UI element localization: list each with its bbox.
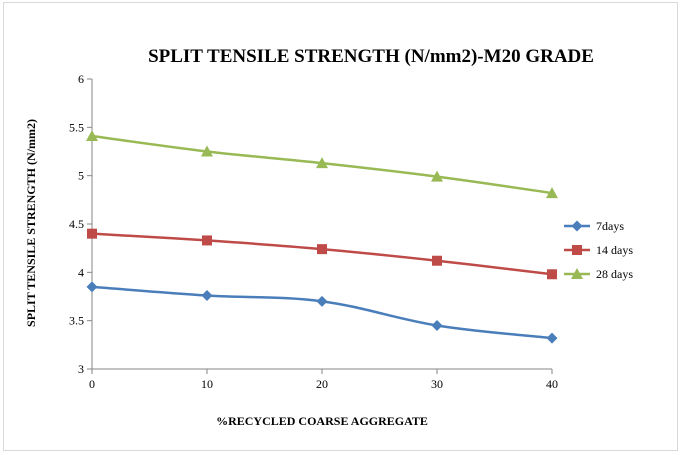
legend-label: 14 days — [596, 243, 633, 257]
data-point-marker — [432, 255, 442, 266]
y-axis-title: SPLIT TENSILE STRENGTH (N/mm2) — [24, 119, 38, 327]
legend-marker — [572, 245, 582, 255]
data-point-marker — [201, 145, 213, 157]
data-point-marker — [431, 320, 443, 331]
series-1 — [87, 228, 557, 280]
y-tick-label: 6 — [78, 72, 84, 86]
data-point-marker — [87, 228, 97, 239]
legend: 7days 14 days 28 days — [564, 219, 633, 281]
legend-entry: 14 days — [564, 243, 633, 257]
data-point-marker — [86, 130, 98, 142]
legend-label: 28 days — [596, 267, 633, 281]
legend-marker — [571, 268, 583, 279]
data-point-marker — [317, 244, 327, 255]
y-tick-label: 3 — [78, 362, 84, 376]
data-point-marker — [431, 170, 443, 182]
series-2 — [86, 130, 558, 199]
data-point-marker — [316, 157, 328, 169]
legend-entry: 28 days — [564, 267, 633, 281]
series-layer — [86, 130, 558, 344]
data-point-marker — [547, 269, 557, 280]
x-tick-label: 20 — [316, 377, 328, 391]
axes-group: 3 3.5 4 4.5 5 5.5 6 0 10 20 30 40 — [69, 72, 558, 391]
legend-label: 7days — [596, 219, 624, 233]
legend-entry: 7days — [564, 219, 624, 233]
data-point-marker — [86, 281, 98, 293]
y-tick-label: 4.5 — [69, 217, 84, 231]
data-point-marker — [546, 332, 558, 344]
y-tick-label: 5.5 — [69, 120, 84, 134]
x-tick-label: 30 — [431, 377, 443, 391]
legend-marker — [571, 220, 583, 232]
series-line — [91, 285, 553, 340]
chart-title: SPLIT TENSILE STRENGTH (N/mm2)-M20 GRADE — [148, 46, 594, 67]
data-point-marker — [201, 290, 213, 302]
data-point-marker — [316, 295, 328, 307]
y-tick-label: 5 — [78, 169, 84, 183]
data-point-marker — [546, 187, 558, 199]
data-point-marker — [202, 235, 212, 246]
series-0 — [86, 281, 558, 344]
x-tick-label: 0 — [89, 377, 95, 391]
y-tick-label: 4 — [78, 265, 84, 279]
x-tick-label: 40 — [546, 377, 558, 391]
y-tick-label: 3.5 — [69, 314, 84, 328]
x-axis-title: %RECYCLED COARSE AGGREGATE — [216, 414, 428, 428]
x-tick-label: 10 — [201, 377, 213, 391]
